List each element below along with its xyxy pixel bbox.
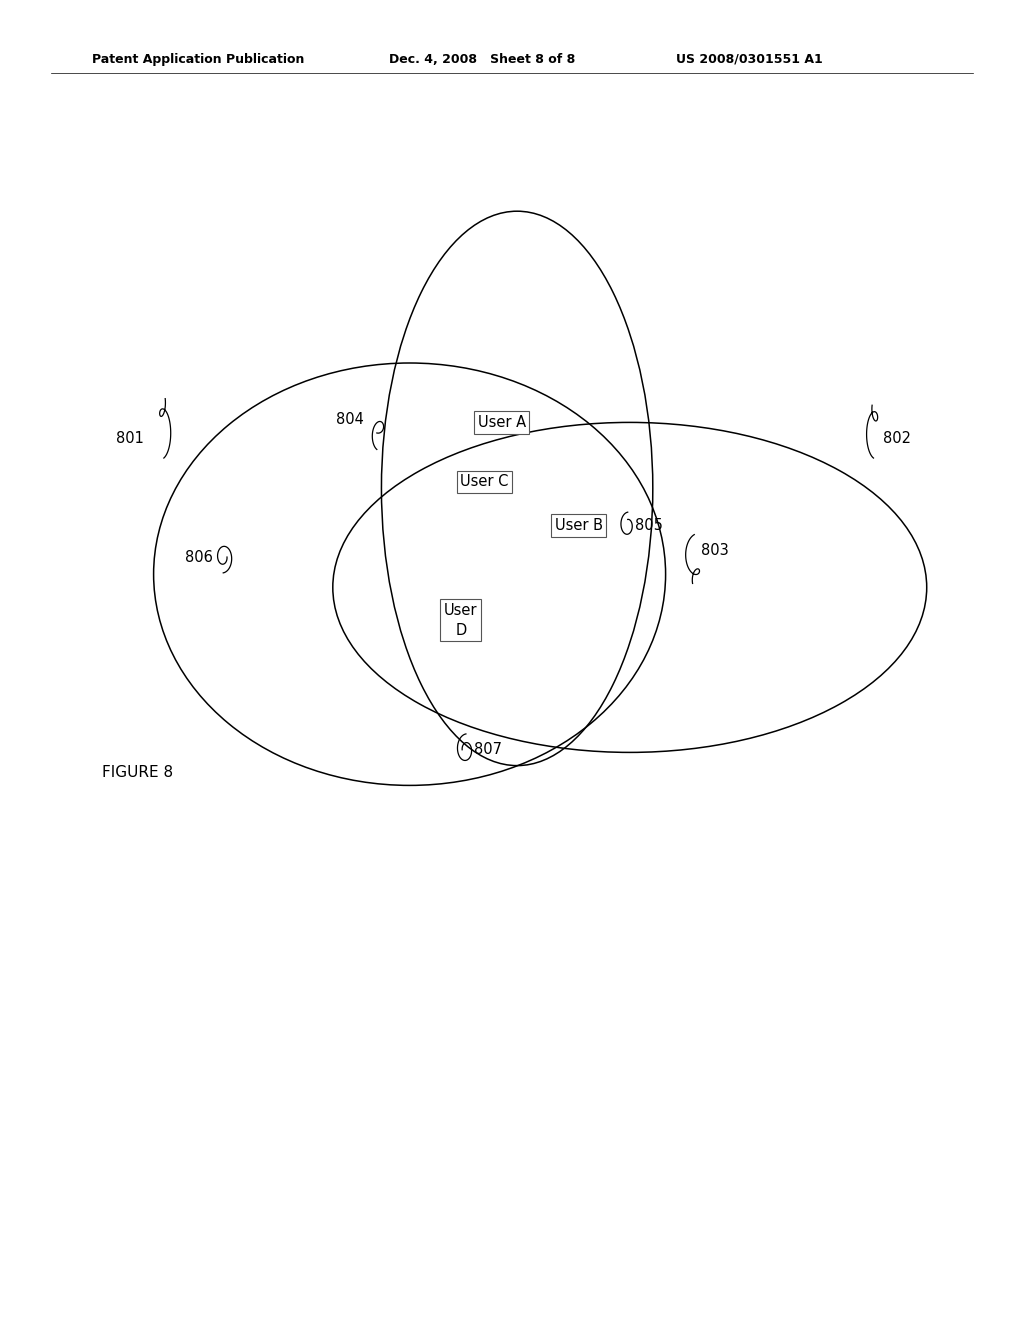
- Text: 803: 803: [701, 543, 729, 558]
- Text: FIGURE 8: FIGURE 8: [102, 764, 173, 780]
- Text: Dec. 4, 2008   Sheet 8 of 8: Dec. 4, 2008 Sheet 8 of 8: [389, 53, 575, 66]
- Text: User B: User B: [555, 517, 602, 533]
- Text: 807: 807: [474, 742, 502, 758]
- Text: 804: 804: [336, 412, 364, 428]
- Text: Patent Application Publication: Patent Application Publication: [92, 53, 304, 66]
- Text: 802: 802: [884, 430, 911, 446]
- Text: User A: User A: [478, 414, 525, 430]
- Text: User C: User C: [460, 474, 509, 490]
- Text: User
D: User D: [444, 603, 477, 638]
- Text: 805: 805: [635, 517, 663, 533]
- Text: 806: 806: [185, 549, 213, 565]
- Text: US 2008/0301551 A1: US 2008/0301551 A1: [676, 53, 822, 66]
- Text: 801: 801: [116, 430, 143, 446]
